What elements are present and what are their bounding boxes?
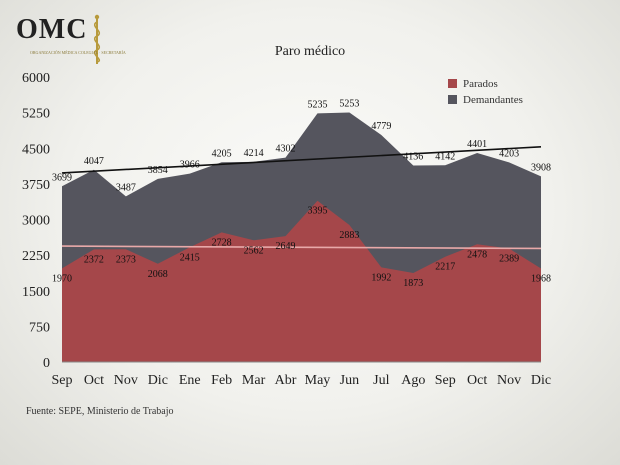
- data-label-demandantes: 3854: [148, 165, 168, 176]
- data-label-demandantes: 4203: [499, 148, 519, 159]
- data-label-parados: 1992: [371, 272, 391, 283]
- data-label-demandantes: 4136: [403, 152, 423, 163]
- y-tick-label: 3750: [22, 178, 50, 193]
- x-tick-label: Abr: [275, 373, 297, 388]
- x-tick-label: Mar: [242, 373, 266, 388]
- y-tick-label: 750: [29, 320, 50, 335]
- x-tick-label: Oct: [467, 373, 487, 388]
- area-parados: [62, 200, 541, 362]
- data-label-parados: 2649: [276, 241, 296, 252]
- chart-title: Paro médico: [274, 44, 346, 59]
- data-label-demandantes: 3699: [52, 172, 72, 183]
- data-label-parados: 2728: [212, 237, 232, 248]
- x-tick-label: Jun: [340, 373, 359, 388]
- legend-swatch: [448, 79, 457, 88]
- source-note: Fuente: SEPE, Ministerio de Trabajo: [26, 406, 174, 417]
- data-label-parados: 2389: [499, 254, 519, 265]
- x-tick-label: Ene: [179, 373, 201, 388]
- data-label-demandantes: 5235: [307, 99, 327, 110]
- y-tick-label: 3000: [22, 214, 50, 229]
- legend-swatch: [448, 95, 457, 104]
- data-label-parados: 1970: [52, 273, 72, 284]
- data-label-parados: 2478: [467, 249, 487, 260]
- data-label-parados: 2068: [148, 269, 168, 280]
- data-label-demandantes: 4401: [467, 139, 487, 150]
- data-label-parados: 2415: [180, 252, 200, 263]
- x-tick-label: Feb: [211, 373, 232, 388]
- x-tick-label: Nov: [114, 373, 138, 388]
- legend-label: Parados: [463, 78, 498, 90]
- y-tick-label: 0: [43, 356, 50, 371]
- x-tick-label: May: [305, 373, 331, 388]
- data-label-parados: 2562: [244, 245, 264, 256]
- data-label-demandantes: 4214: [244, 148, 264, 159]
- data-label-demandantes: 5253: [339, 98, 359, 109]
- data-label-demandantes: 3966: [180, 160, 200, 171]
- data-label-demandantes: 4142: [435, 151, 455, 162]
- caduceus-icon: [93, 14, 101, 64]
- y-tick-label: 5250: [22, 107, 50, 122]
- data-label-demandantes: 4205: [212, 148, 232, 159]
- y-tick-label: 1500: [22, 285, 50, 300]
- data-label-demandantes: 3487: [116, 182, 136, 193]
- data-label-parados: 2372: [84, 254, 104, 265]
- x-tick-label: Nov: [497, 373, 521, 388]
- data-label-demandantes: 4302: [276, 144, 296, 155]
- data-label-demandantes: 4779: [371, 121, 391, 132]
- trendline-parados: [61, 245, 542, 250]
- data-label-parados: 1968: [531, 274, 551, 285]
- data-label-parados: 2373: [116, 254, 136, 265]
- x-tick-label: Jul: [373, 373, 389, 388]
- data-label-demandantes: 3908: [531, 162, 551, 173]
- x-tick-label: Oct: [84, 373, 104, 388]
- data-label-demandantes: 4047: [84, 156, 104, 167]
- data-label-parados: 2217: [435, 262, 455, 273]
- logo-subtext: ORGANIZACIÓN MÉDICA COLEGIAL · SECRETARÍ…: [30, 50, 126, 55]
- trendline-demandantes: [61, 146, 542, 174]
- data-label-parados: 3395: [307, 206, 327, 217]
- data-label-parados: 2883: [339, 230, 359, 241]
- x-tick-label: Dic: [531, 373, 551, 388]
- x-tick-label: Dic: [148, 373, 168, 388]
- x-tick-label: Sep: [435, 373, 456, 388]
- legend-label: Demandantes: [463, 94, 523, 106]
- y-tick-label: 6000: [22, 71, 50, 86]
- data-label-parados: 1873: [403, 278, 423, 289]
- y-tick-label: 2250: [22, 249, 50, 264]
- y-tick-label: 4500: [22, 142, 50, 157]
- omc-logo: OMC ORGANIZACIÓN MÉDICA COLEGIAL · SECRE…: [12, 10, 142, 70]
- logo-text: OMC: [16, 14, 88, 45]
- x-tick-label: Ago: [401, 373, 425, 388]
- x-tick-label: Sep: [52, 373, 73, 388]
